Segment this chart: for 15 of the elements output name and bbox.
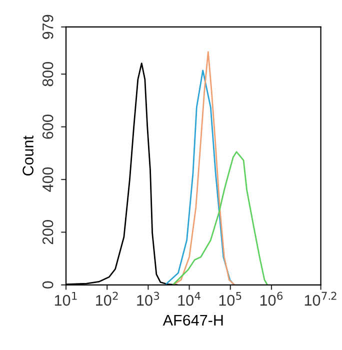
x-tick-label: 10$^{5}$: [219, 292, 242, 306]
y-tick-label: 0: [42, 281, 54, 289]
y-tick-label: 979: [42, 14, 54, 39]
x-tick-label: 10$^{1}$: [54, 292, 77, 306]
x-tick-label: 10$^{2}$: [96, 292, 118, 306]
y-axis-title: Count: [22, 136, 34, 176]
x-tick-label: 10$^{4}$: [178, 292, 200, 306]
x-tick-label: 10$^{3}$: [137, 292, 160, 306]
y-tick-label: 400: [42, 167, 54, 192]
x-tick-label: 10$^{6}$: [260, 292, 283, 306]
x-axis-title: AF647-H: [162, 314, 223, 326]
y-tick-label: 600: [42, 114, 54, 139]
y-tick-label: 800: [42, 62, 54, 86]
x-tick-label: 10$^{7.2}$: [304, 292, 336, 306]
y-tick-label: 200: [42, 220, 54, 244]
